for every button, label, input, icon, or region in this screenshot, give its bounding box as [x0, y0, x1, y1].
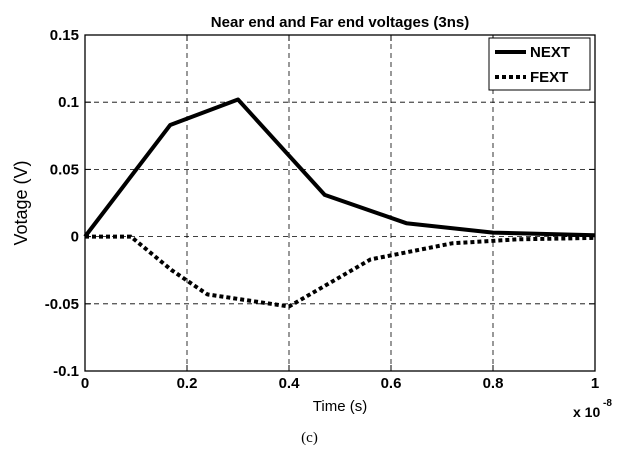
legend-box [488, 37, 591, 91]
x-axis-multiplier: x 10 -8 [573, 398, 612, 420]
legend-label-fext: FEXT [530, 69, 568, 86]
x-tick-label: 0.8 [483, 375, 504, 392]
chart: 0 0.2 0.4 0.6 0.8 1 -0.1 -0.05 0 0.05 0.1 0.15 Near… [11, 14, 612, 420]
chart-title: Near end and Far end voltages (3ns) [211, 14, 469, 31]
y-tick-label: 0.1 [58, 94, 79, 111]
legend-label-next: NEXT [530, 44, 570, 61]
series-line-next [83, 97, 596, 238]
axis-ticks: 0 0.2 0.4 0.6 0.8 1 -0.1 -0.05 0 0.05 0.1 0.15 [45, 27, 599, 392]
x-axis-label: Time (s) [313, 398, 367, 415]
plot-area-frame [84, 34, 596, 372]
series-line-fext [85, 234, 596, 309]
x-multiplier-exponent: -8 [603, 398, 612, 409]
y-tick-label: 0.15 [50, 27, 79, 44]
y-axis-label: Votage (V) [11, 160, 31, 245]
series-lines [83, 97, 596, 309]
x-tick-label: 0.4 [279, 375, 301, 392]
x-tick-label: 0.6 [381, 375, 402, 392]
figure-caption: (c) [301, 430, 318, 446]
y-tick-label: 0.05 [50, 161, 79, 178]
y-tick-label: 0 [71, 229, 79, 246]
x-tick-label: 1 [591, 375, 599, 392]
y-tick-label: -0.1 [53, 363, 79, 380]
x-tick-label: 0.2 [177, 375, 198, 392]
y-tick-label: -0.05 [45, 296, 79, 313]
grid-lines [85, 35, 595, 371]
legend: NEXT FEXT [488, 37, 591, 91]
x-tick-label: 0 [81, 375, 89, 392]
x-multiplier-base: x 10 [573, 404, 600, 420]
